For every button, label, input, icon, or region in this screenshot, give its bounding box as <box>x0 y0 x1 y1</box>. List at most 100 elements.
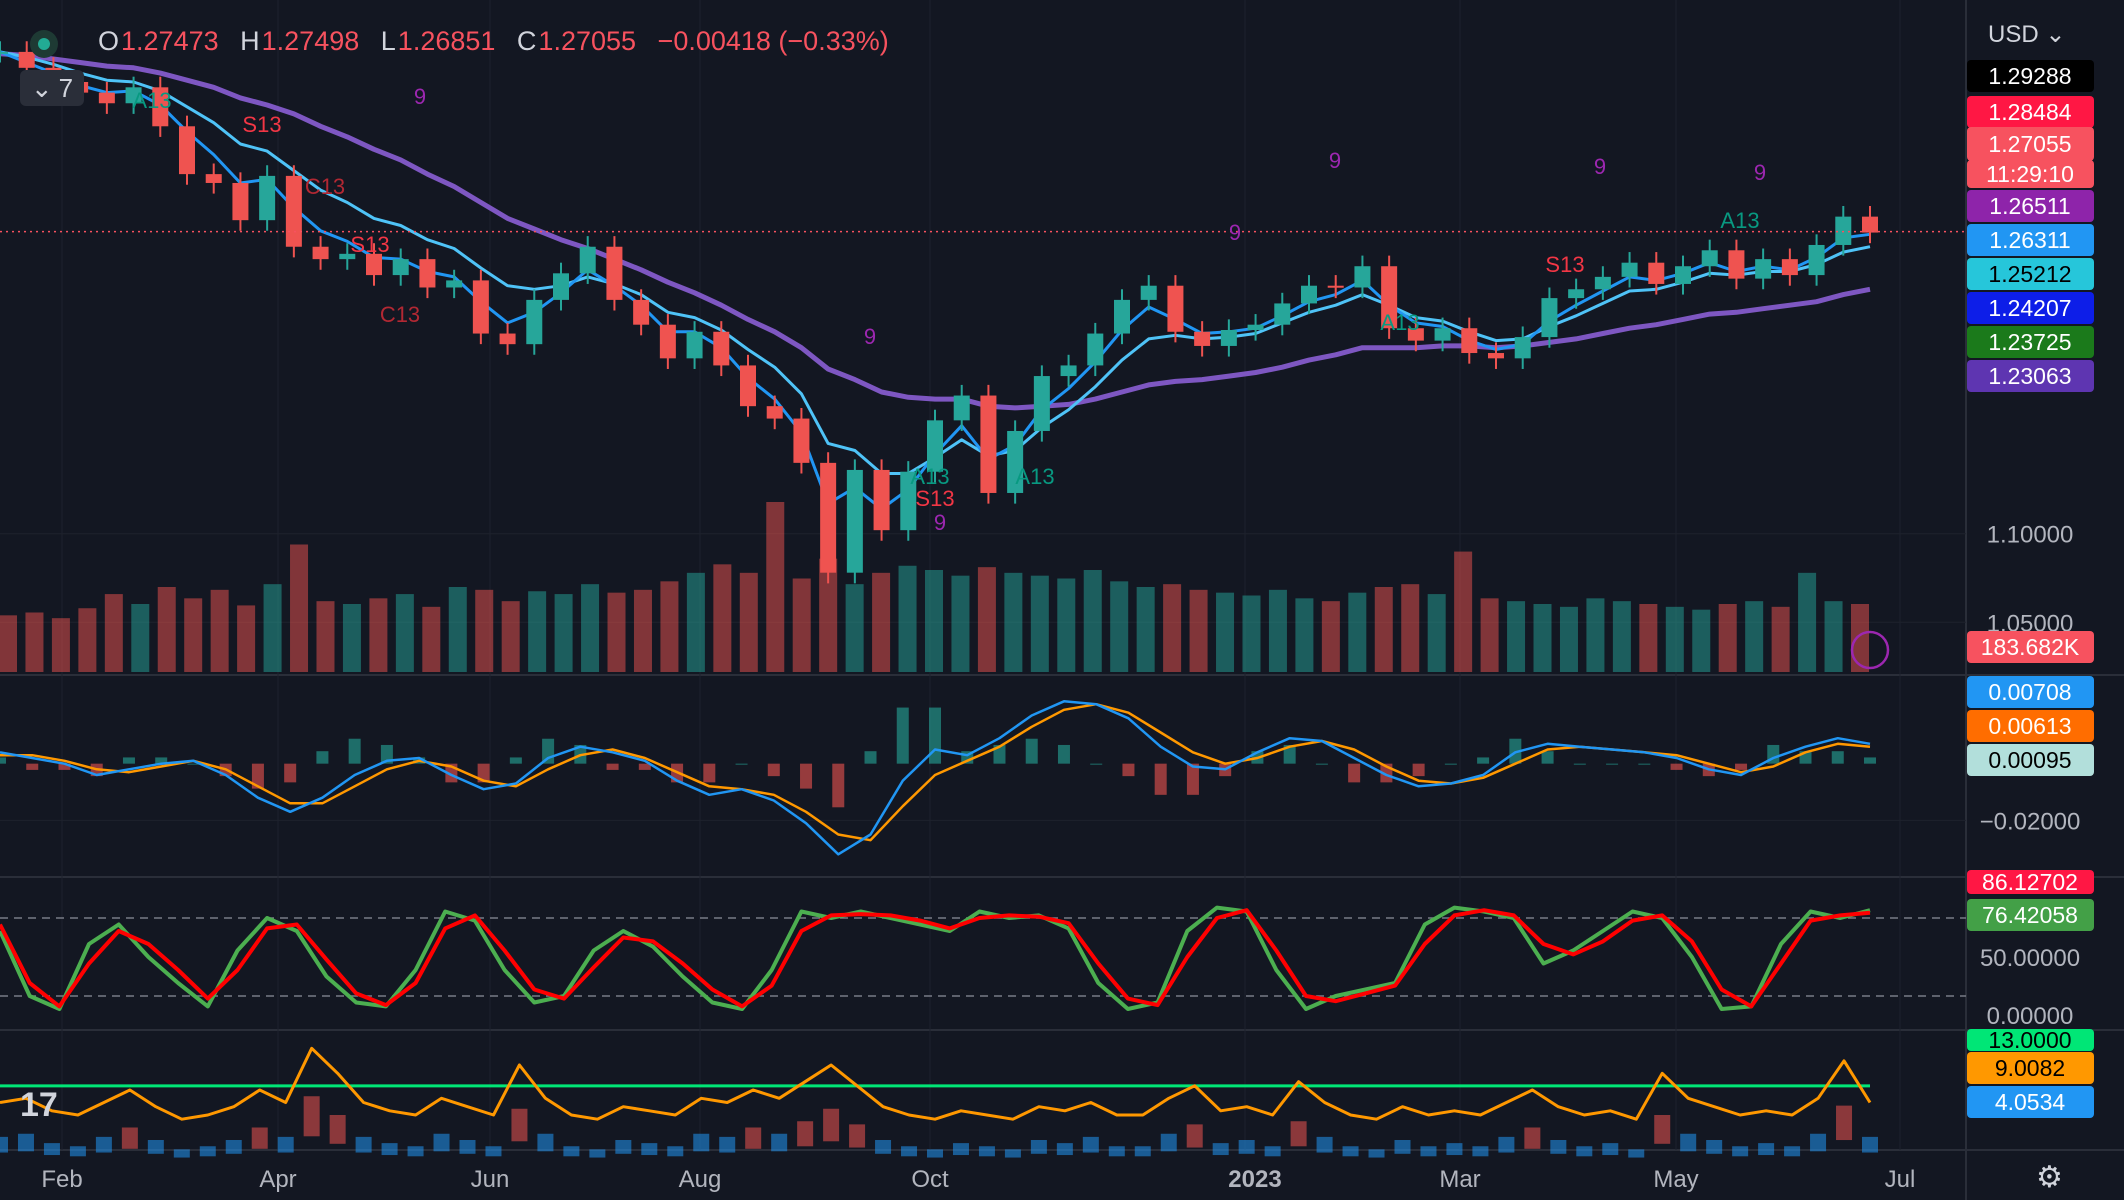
time-axis-label: Feb <box>41 1166 82 1193</box>
candle-body <box>1514 337 1531 359</box>
candle-body <box>846 469 863 573</box>
adx-histogram-badge-bg <box>1967 1086 2094 1118</box>
adx-histogram-bar <box>251 1127 268 1149</box>
volume-bar <box>290 544 309 672</box>
candle-body <box>1808 244 1825 276</box>
stoch-k-badge-bg <box>1967 899 2094 931</box>
adx-histogram-bar <box>875 1140 892 1154</box>
adx-histogram-bar <box>1316 1136 1333 1153</box>
price-grid <box>61 0 1901 675</box>
histogram-value-badge: 0.00095 <box>1988 747 2071 773</box>
volume-bar <box>1216 592 1235 672</box>
macd-histogram-bar <box>1122 763 1135 777</box>
time-axis-label: Aug <box>679 1166 722 1193</box>
volume-bar <box>1586 598 1605 672</box>
candle-body <box>1274 303 1291 325</box>
volume-bar <box>1612 601 1631 672</box>
candle-body <box>1488 353 1504 359</box>
stoch-k-line <box>0 905 1871 1011</box>
adx-histogram-bar <box>1238 1140 1255 1154</box>
macd-histogram-bar <box>1477 757 1490 764</box>
indicators-toggle-button[interactable]: ⌄ 7 <box>20 70 84 106</box>
macd-histogram-bar <box>1831 751 1844 764</box>
volume-bars <box>0 502 1869 672</box>
volume-bar <box>951 575 970 672</box>
volume-bar <box>157 587 176 672</box>
candle-body <box>980 395 997 493</box>
volume-bar <box>369 598 388 672</box>
sequence-annotation: 9 <box>414 84 426 109</box>
signal-value-badge: 0.00613 <box>1988 713 2071 739</box>
volume-bar <box>1242 595 1261 672</box>
candle-body <box>18 51 35 68</box>
volume-badge-bg <box>1967 631 2094 663</box>
settings-gear-icon[interactable]: ⚙ <box>2036 1161 2063 1194</box>
volume-bar <box>872 572 891 672</box>
adx-histogram-bar <box>1836 1105 1853 1141</box>
change-value: −0.00418 (−0.33%) <box>657 26 889 56</box>
adx-histogram-bar <box>1368 1149 1385 1158</box>
adx-histogram <box>0 1096 1878 1158</box>
currency-selector[interactable]: USD ⌄ <box>1988 20 2065 49</box>
sequence-annotation: A13 <box>1720 208 1759 233</box>
tradingview-logo-icon: 17 <box>20 1086 58 1124</box>
volume-bar <box>1401 584 1420 672</box>
candle-body <box>285 175 302 247</box>
candle-body <box>1755 259 1772 279</box>
adx-histogram-bar <box>303 1096 320 1137</box>
candle-body <box>1220 330 1237 346</box>
candle-body <box>366 253 382 276</box>
candle-body <box>125 87 142 104</box>
time-axis-label: May <box>1653 1166 1698 1193</box>
ohlc-legend: O1.27473 H1.27498 L1.26851 C1.27055 −0.0… <box>98 26 903 57</box>
price-tag-7: 1.23063 <box>1988 363 2071 389</box>
sequence-annotation: C13 <box>305 174 345 199</box>
close-value: 1.27055 <box>538 26 637 56</box>
volume-bar <box>237 605 256 672</box>
adx-histogram-bar <box>1420 1146 1437 1157</box>
macd-histogram-bar <box>896 707 909 764</box>
candle-body <box>900 471 917 531</box>
volume-bar <box>51 618 70 672</box>
stoch-grid <box>61 877 1901 1030</box>
macd-histogram-bar <box>155 757 168 764</box>
adx-histogram-bar <box>1472 1146 1489 1157</box>
candle-body <box>1461 328 1478 354</box>
candle-body <box>1167 285 1184 332</box>
volume-bar <box>607 592 626 672</box>
candle-body <box>873 469 890 531</box>
adx-histogram-bar <box>95 1136 112 1153</box>
adx-histogram-bar <box>1498 1136 1515 1153</box>
price-tag-0-bg <box>1967 60 2094 92</box>
candle-body <box>606 246 623 300</box>
adx-histogram-bar <box>537 1133 554 1152</box>
adx-histogram-bar <box>1186 1124 1203 1148</box>
candle-body <box>1728 250 1745 279</box>
adx-histogram-bar <box>771 1133 788 1152</box>
adx-threshold-badge: 13.0000 <box>1988 1027 2071 1053</box>
adx-histogram-bar <box>329 1115 346 1144</box>
adx-histogram-bar <box>225 1140 242 1154</box>
adx-histogram-bar <box>1654 1115 1671 1144</box>
volume-bar <box>1374 587 1393 672</box>
volume-bar <box>1163 584 1182 672</box>
volume-badge: 183.682K <box>1981 634 2080 660</box>
adx-histogram-bar <box>1524 1127 1541 1149</box>
volume-bar <box>581 584 600 672</box>
adx-line <box>0 1046 1872 1121</box>
price-tag-7-bg <box>1967 360 2094 392</box>
adx-histogram-bar <box>1082 1136 1099 1153</box>
sequence-annotation: A13 <box>1380 310 1419 335</box>
macd-histogram-bar <box>1057 744 1070 764</box>
market-status-icon[interactable] <box>30 30 58 58</box>
candle-body <box>579 246 596 274</box>
adx-histogram-bar <box>563 1146 580 1157</box>
stoch-tick-label: 50.00000 <box>1980 945 2080 972</box>
adx-histogram-bar <box>1550 1140 1567 1154</box>
adx-histogram-bar <box>0 1136 8 1153</box>
volume-bar <box>977 567 996 672</box>
adx-histogram-bar <box>1004 1149 1021 1158</box>
candle-body <box>793 418 810 463</box>
volume-bar <box>1295 598 1314 672</box>
